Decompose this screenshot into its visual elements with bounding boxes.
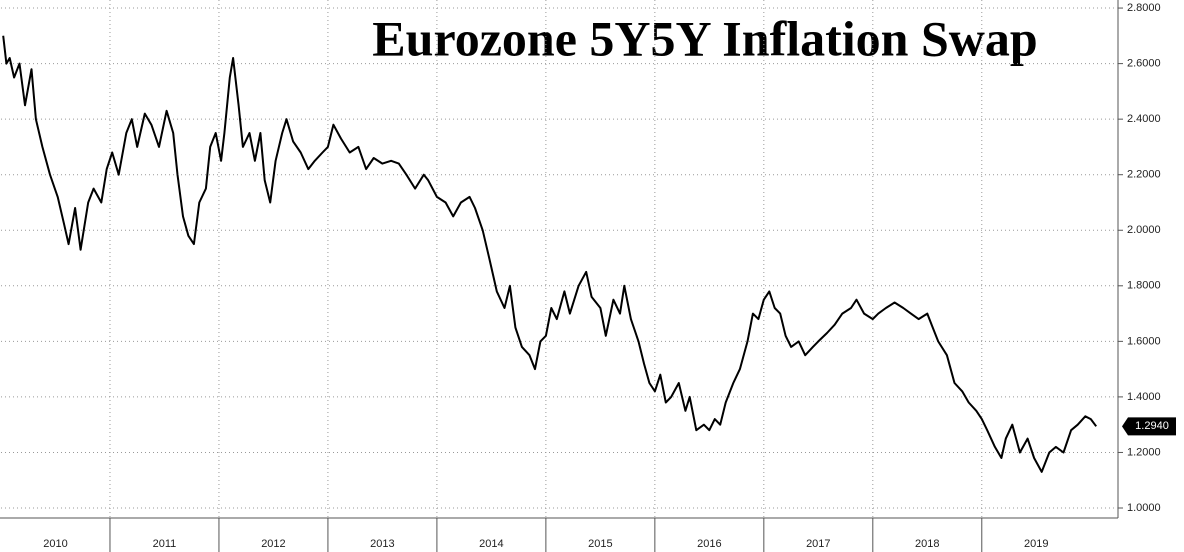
x-tick-label: 2012 bbox=[261, 538, 285, 550]
last-value-box bbox=[1122, 417, 1176, 436]
y-tick-label: 1.2000 bbox=[1127, 446, 1161, 458]
y-tick-label: 2.8000 bbox=[1127, 2, 1161, 14]
y-tick-label: 2.2000 bbox=[1127, 169, 1161, 181]
y-tick-label: 1.0000 bbox=[1127, 502, 1161, 514]
x-tick-label: 2010 bbox=[43, 538, 67, 550]
series-line bbox=[2, 35, 1097, 473]
x-tick-label: 2015 bbox=[588, 538, 612, 550]
y-tick-label: 1.6000 bbox=[1127, 335, 1161, 347]
x-tick-label: 2016 bbox=[697, 538, 721, 550]
y-tick-label: 2.6000 bbox=[1127, 58, 1161, 70]
y-tick-label: 1.4000 bbox=[1127, 391, 1161, 403]
x-tick-label: 2013 bbox=[370, 538, 394, 550]
y-tick-label: 1.8000 bbox=[1127, 280, 1161, 292]
x-tick-label: 2011 bbox=[153, 538, 177, 550]
x-tick-label: 2019 bbox=[1024, 538, 1048, 550]
last-value-label: 1.2940 bbox=[1135, 420, 1169, 432]
y-tick-label: 2.4000 bbox=[1127, 113, 1161, 125]
chart-title: Eurozone 5Y5Y Inflation Swap bbox=[372, 10, 1037, 66]
x-tick-label: 2018 bbox=[915, 538, 939, 550]
x-tick-label: 2014 bbox=[479, 538, 503, 550]
x-tick-label: 2017 bbox=[806, 538, 830, 550]
y-tick-label: 2.0000 bbox=[1127, 224, 1161, 236]
